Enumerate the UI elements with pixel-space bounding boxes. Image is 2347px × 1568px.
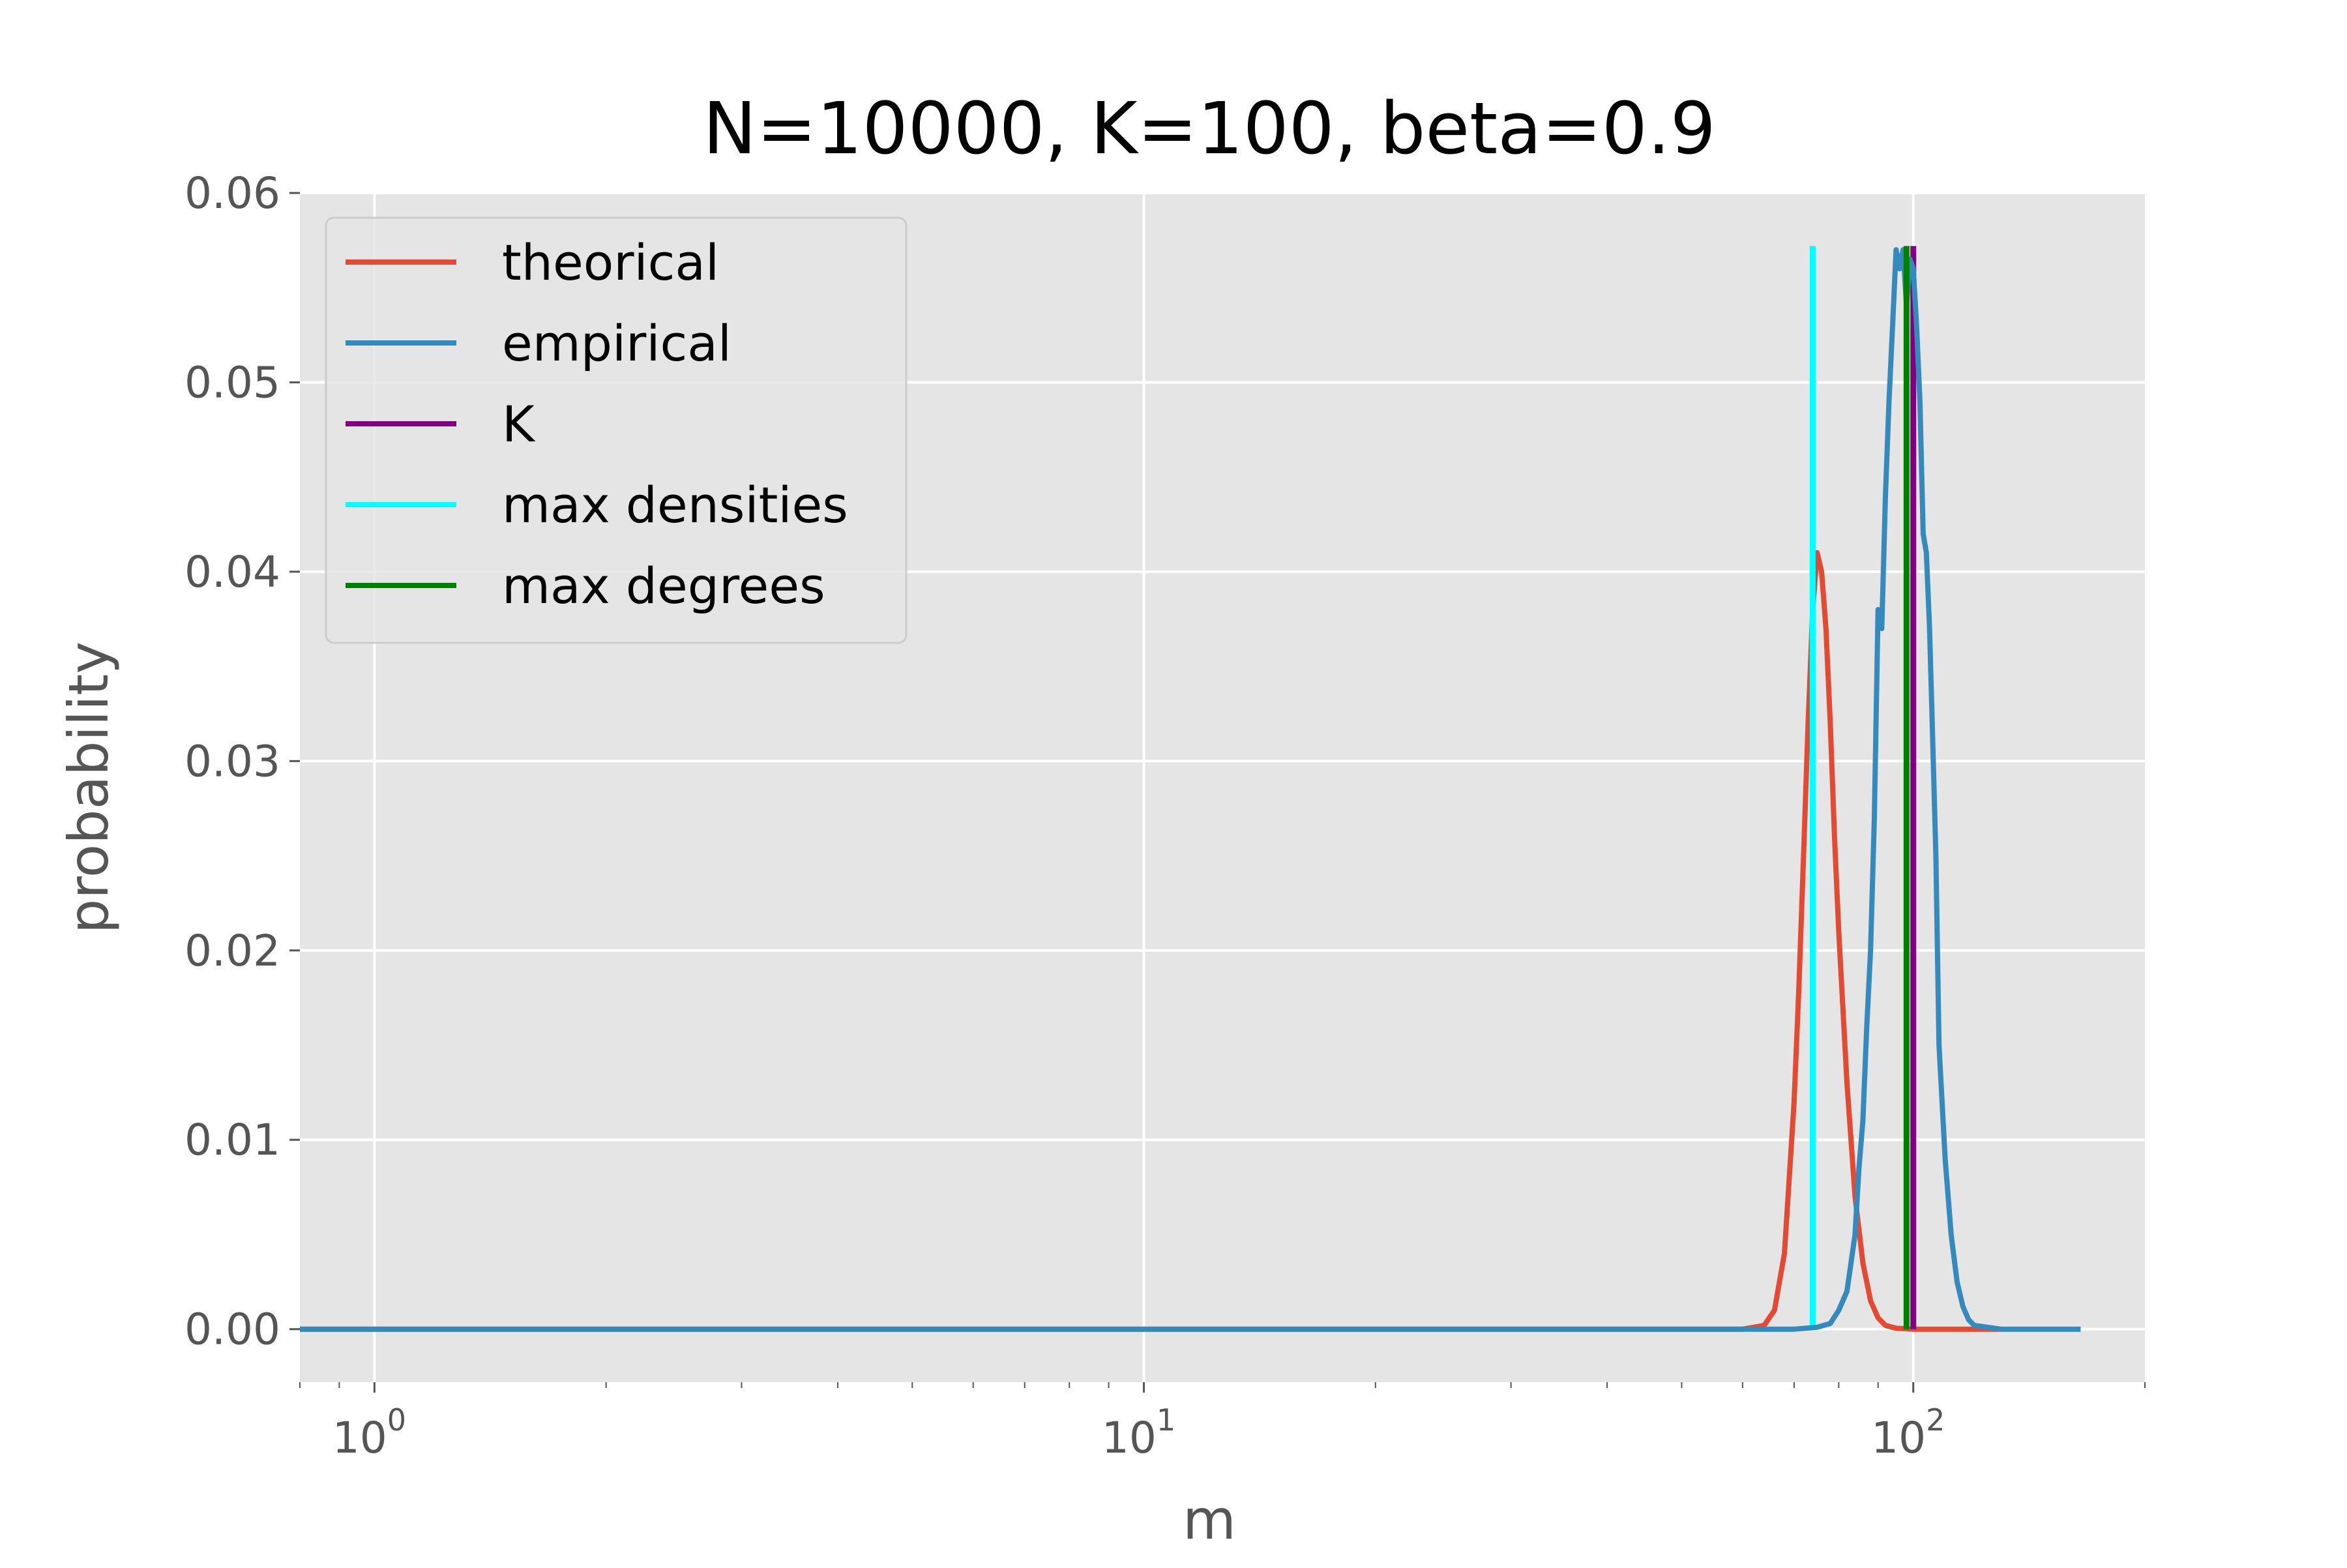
y-tick-label: 0.06 <box>185 168 280 218</box>
x-axis-label: m <box>1183 1488 1236 1552</box>
legend-box <box>325 216 908 644</box>
legend-label: empirical <box>502 314 731 372</box>
y-tick-label: 0.03 <box>185 736 280 786</box>
y-axis-label: probability <box>57 642 121 934</box>
legend-label: theorical <box>502 233 719 291</box>
series-layer <box>300 246 2081 1332</box>
legend-label: max degrees <box>502 557 825 615</box>
y-tick-label: 0.05 <box>185 357 280 407</box>
chart-title: N=10000, K=100, beta=0.9 <box>703 87 1716 170</box>
y-tick-label: 0.00 <box>185 1305 280 1355</box>
y-tick-label: 0.01 <box>185 1115 280 1165</box>
series-line-empirical <box>300 247 2081 1332</box>
y-tick-label: 0.04 <box>185 547 280 597</box>
legend-label: K <box>502 395 536 453</box>
legend-label: max densities <box>502 476 848 534</box>
y-tick-label: 0.02 <box>185 926 280 976</box>
